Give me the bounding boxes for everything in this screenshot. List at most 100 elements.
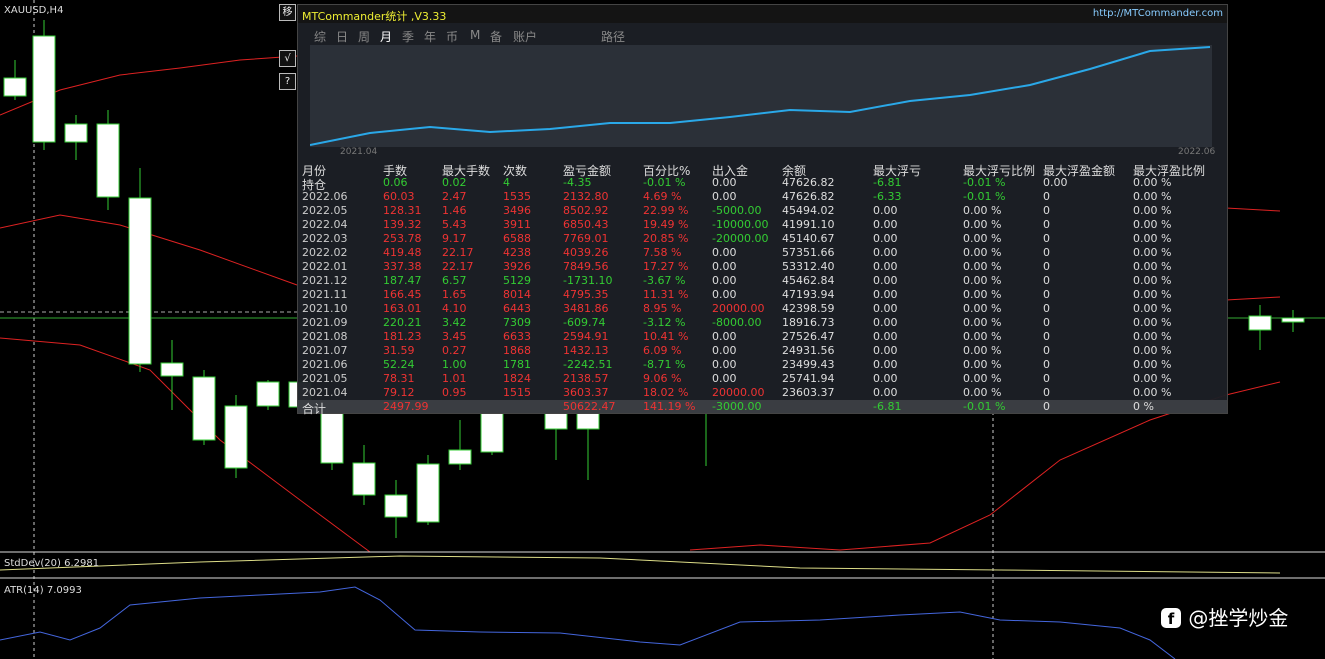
table-cell: 0	[1043, 358, 1050, 371]
indicator-label: StdDev(20) 6.2981	[4, 558, 100, 569]
tab[interactable]: 年	[424, 30, 437, 44]
tool-button[interactable]: √	[279, 50, 296, 67]
table-cell: 23603.37	[782, 386, 835, 399]
table-cell: 0.00 %	[963, 358, 1002, 371]
tool-button[interactable]: 移	[279, 4, 296, 21]
table-cell: 0	[1043, 288, 1050, 301]
tab[interactable]: M	[470, 28, 481, 42]
table-cell: 22.17	[442, 260, 474, 273]
table-cell: 2021.12	[302, 274, 348, 287]
tab[interactable]: 周	[358, 30, 371, 44]
stddev-line	[0, 555, 1281, 574]
table-cell: 0.00 %	[1133, 358, 1172, 371]
table-cell: 25741.94	[782, 372, 835, 385]
table-cell: -6.33	[873, 190, 902, 203]
table-cell: 2022.06	[302, 190, 348, 203]
table-header: 盈亏金额	[563, 164, 612, 178]
candle-body	[160, 362, 184, 377]
table-cell: 20000.00	[712, 386, 765, 399]
table-cell: 0.00 %	[1133, 330, 1172, 343]
table-cell: 0.00 %	[1133, 246, 1172, 259]
table-cell: 2021.05	[302, 372, 348, 385]
table-cell: 0.00 %	[1133, 190, 1172, 203]
table-cell: 0	[1043, 246, 1050, 259]
table-cell: 0.00 %	[963, 344, 1002, 357]
table-cell: 45494.02	[782, 204, 835, 217]
tab[interactable]: 日	[336, 30, 349, 44]
table-cell: 0.00 %	[963, 260, 1002, 273]
table-cell: 1.46	[442, 204, 467, 217]
candle-body	[1281, 317, 1305, 323]
table-cell: 0	[1043, 204, 1050, 217]
candle-body	[1248, 315, 1272, 331]
table-cell: 8.95 %	[643, 302, 682, 315]
table-cell: 41991.10	[782, 218, 835, 231]
panel-url[interactable]: http://MTCommander.com	[1092, 8, 1223, 19]
table-cell: 1.01	[442, 372, 467, 385]
table-cell: -20000.00	[712, 232, 769, 245]
table-cell: 0.00	[873, 302, 898, 315]
indicator-label: ATR(14) 7.0993	[4, 585, 82, 596]
tab[interactable]: 季	[402, 30, 415, 44]
table-cell: 19.49 %	[643, 218, 689, 231]
table-header: 手数	[383, 164, 408, 178]
tab[interactable]: 月	[380, 30, 393, 44]
candle-body	[3, 77, 27, 97]
table-cell: 0.00 %	[1133, 386, 1172, 399]
table-cell: 2021.10	[302, 302, 348, 315]
table-cell: 0.00 %	[963, 274, 1002, 287]
table-cell: 1824	[503, 372, 531, 385]
table-cell: 0.00	[712, 358, 737, 371]
table-cell: 0.00	[873, 330, 898, 343]
candle-body	[352, 462, 376, 496]
table-cell: 2021.09	[302, 316, 348, 329]
tab[interactable]: 路径	[601, 30, 626, 44]
table-header: 最大浮亏比例	[963, 164, 1036, 178]
table-cell: 0.00	[873, 274, 898, 287]
tab[interactable]: 账户	[513, 30, 538, 44]
candle-body	[256, 381, 280, 407]
candle-body	[96, 123, 120, 198]
table-cell: 139.32	[383, 218, 422, 231]
table-cell: 1535	[503, 190, 531, 203]
table-cell: 7309	[503, 316, 531, 329]
table-cell: 2022.04	[302, 218, 348, 231]
table-cell: 0.00 %	[1133, 288, 1172, 301]
table-cell: 0	[1043, 190, 1050, 203]
table-cell: 2021.07	[302, 344, 348, 357]
table-cell: 3496	[503, 204, 531, 217]
table-cell: 2021.06	[302, 358, 348, 371]
table-cell: 27526.47	[782, 330, 835, 343]
table-header: 月份	[302, 164, 327, 178]
table-cell: 0.00 %	[963, 316, 1002, 329]
tab[interactable]: 综	[314, 30, 327, 44]
table-cell: 3.45	[442, 330, 467, 343]
table-cell: -609.74	[563, 316, 606, 329]
table-cell: 0.00	[712, 260, 737, 273]
table-cell: 0	[1043, 302, 1050, 315]
band-middle	[1225, 296, 1281, 301]
title-bar	[298, 5, 1227, 23]
table-cell: 31.59	[383, 344, 415, 357]
table-cell: 0	[1043, 386, 1050, 399]
tool-button[interactable]: ?	[279, 73, 296, 90]
atr-line	[0, 586, 1176, 659]
table-cell: 0.00 %	[1133, 344, 1172, 357]
table-cell: 4.10	[442, 302, 467, 315]
table-cell: 18916.73	[782, 316, 835, 329]
table-cell: -0.01 %	[963, 190, 1006, 203]
table-cell: 6850.43	[563, 218, 609, 231]
table-cell: 3911	[503, 218, 531, 231]
table-cell: 419.48	[383, 246, 422, 259]
table-cell: 0.00 %	[963, 218, 1002, 231]
table-cell: 253.78	[383, 232, 422, 245]
tab[interactable]: 币	[446, 30, 459, 44]
tab[interactable]: 备	[490, 30, 503, 44]
table-cell: 0.00 %	[963, 330, 1002, 343]
table-cell: 128.31	[383, 204, 422, 217]
table-cell: 0.00 %	[963, 302, 1002, 315]
table-header: 百分比%	[643, 164, 691, 178]
table-cell: 合计	[302, 402, 327, 416]
band-lower	[0, 337, 371, 553]
table-cell: 6588	[503, 232, 531, 245]
